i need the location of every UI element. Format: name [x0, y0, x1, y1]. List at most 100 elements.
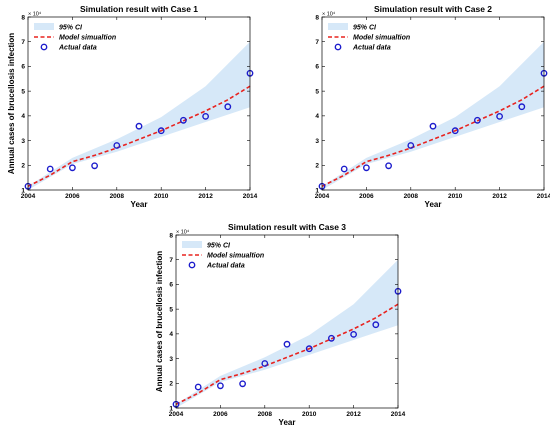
x-tick-label: 2010 — [154, 193, 169, 200]
x-tick-label: 2014 — [391, 411, 406, 418]
ci-band — [28, 41, 250, 191]
actual-data-point — [407, 142, 415, 149]
actual-data-point — [372, 321, 380, 329]
y-tick-label: 8 — [169, 232, 173, 239]
x-tick-label: 2004 — [315, 193, 330, 200]
actual-data-point — [224, 103, 232, 111]
x-tick-label: 2004 — [21, 193, 36, 200]
chart-panel-1: 2004 2006 2008 2010 2012 2014 1 2 3 4 5 6 7 8 × 10⁴ Sim… — [7, 4, 258, 209]
actual-data-point — [91, 162, 99, 170]
y-tick-label: 1 — [21, 187, 25, 194]
actual-data-point — [135, 122, 143, 130]
plot-frame — [175, 234, 399, 409]
ci-band — [176, 259, 398, 408]
y-tick-label: 6 — [21, 64, 25, 71]
y-tick-label: 5 — [315, 88, 319, 95]
actual-data-point — [340, 165, 348, 173]
actual-data-point — [496, 113, 503, 120]
y-tick-label: 5 — [21, 88, 25, 95]
y-tick-label: 2 — [21, 163, 25, 170]
chart-title: Simulation result with Case 2 — [374, 4, 492, 14]
actual-data-point — [216, 382, 224, 390]
x-tick-label: 2006 — [213, 411, 228, 418]
legend-label-ci: 95% CI — [353, 25, 377, 32]
actual-data-point — [305, 345, 313, 353]
legend-label-model: Model simualtion — [59, 35, 116, 42]
x-tick-label: 2010 — [448, 193, 463, 200]
y-tick-label: 4 — [169, 331, 173, 338]
model-simulation-line — [27, 85, 251, 188]
x-tick-label: 2012 — [492, 193, 507, 200]
y-tick-label: 7 — [315, 39, 319, 46]
x-axis-label: Year — [131, 200, 148, 209]
y-tick-label: 7 — [169, 257, 173, 264]
x-axis-label: Year — [279, 418, 296, 427]
actual-data-point — [261, 360, 269, 367]
legend-label-ci: 95% CI — [207, 243, 231, 250]
y-tick-label: 8 — [21, 14, 25, 21]
chart-title: Simulation result with Case 3 — [228, 222, 346, 232]
y-tick-label: 2 — [315, 163, 319, 170]
plot-frame — [27, 16, 251, 191]
y-axis-multiplier: × 10⁴ — [28, 11, 42, 18]
chart-title: Simulation result with Case 1 — [80, 4, 198, 14]
y-tick-label: 1 — [169, 405, 173, 412]
chart-panel-2: 2004 2006 2008 2010 2012 2014 1 2 3 4 5 6 7 8 × 10⁴ Sim… — [315, 4, 550, 209]
legend-label-model: Model simualtion — [207, 253, 264, 260]
plot-frame — [321, 16, 545, 191]
actual-data-point — [518, 103, 526, 111]
y-tick-label: 1 — [315, 187, 319, 194]
x-tick-label: 2010 — [302, 411, 317, 418]
actual-data-point — [194, 383, 202, 391]
y-tick-label: 6 — [169, 282, 173, 289]
legend-swatch-ci — [182, 241, 202, 248]
actual-data-point — [283, 340, 291, 348]
x-tick-label: 2014 — [537, 193, 550, 200]
x-tick-label: 2012 — [346, 411, 361, 418]
y-tick-label: 2 — [169, 381, 173, 388]
legend-swatch-actual — [188, 261, 196, 269]
legend-swatch-actual — [40, 43, 48, 51]
actual-data-point — [385, 162, 392, 170]
y-tick-label: 3 — [21, 138, 25, 145]
y-tick-label: 3 — [315, 138, 319, 145]
y-tick-label: 8 — [315, 14, 319, 21]
x-axis-label: Year — [425, 200, 442, 209]
legend-label-actual: Actual data — [206, 263, 245, 270]
model-simulation-line — [175, 303, 399, 406]
actual-data-point — [429, 122, 437, 130]
legend-label-actual: Actual data — [58, 45, 97, 52]
y-axis-multiplier: × 10⁴ — [176, 229, 190, 236]
actual-data-point — [362, 164, 370, 172]
y-tick-label: 4 — [315, 113, 319, 120]
y-tick-label: 5 — [169, 306, 173, 313]
legend-swatch-ci — [34, 23, 54, 30]
actual-data-point — [69, 164, 76, 172]
x-tick-label: 2012 — [198, 193, 213, 200]
x-tick-label: 2008 — [258, 411, 273, 418]
actual-data-point — [327, 334, 335, 342]
actual-data-point — [239, 380, 247, 388]
x-tick-label: 2004 — [169, 411, 184, 418]
y-tick-label: 6 — [315, 64, 319, 71]
y-axis-label: Annual cases of brucellosis infection — [7, 33, 16, 174]
legend-label-model: Model simualtion — [353, 35, 410, 42]
x-tick-label: 2014 — [243, 193, 258, 200]
actual-data-point — [179, 116, 187, 124]
actual-data-point — [350, 330, 357, 338]
actual-data-point — [473, 116, 481, 124]
y-tick-label: 7 — [21, 39, 25, 46]
y-tick-label: 4 — [21, 113, 25, 120]
x-tick-label: 2008 — [110, 193, 125, 200]
x-tick-label: 2008 — [404, 193, 419, 200]
y-tick-label: 3 — [169, 356, 173, 363]
actual-data-point — [113, 142, 121, 149]
actual-data-point — [46, 165, 54, 173]
x-tick-label: 2006 — [65, 193, 80, 200]
ci-band — [322, 41, 544, 191]
legend-label-actual: Actual data — [352, 45, 391, 52]
model-simulation-line — [321, 85, 545, 188]
legend-swatch-actual — [334, 43, 342, 51]
